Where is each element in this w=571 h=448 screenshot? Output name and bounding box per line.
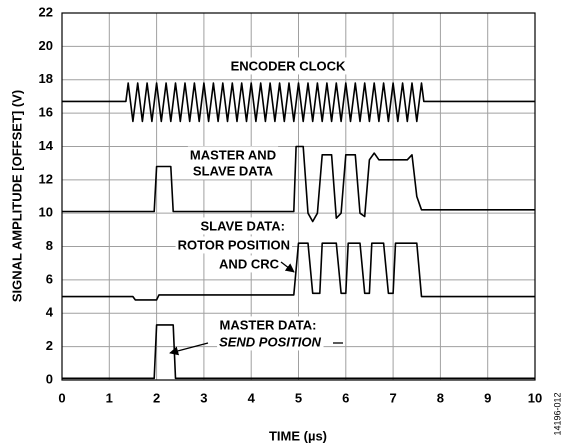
label-bg — [198, 217, 287, 235]
y-tick-label: 16 — [39, 105, 53, 120]
y-tick-label: 18 — [39, 71, 53, 86]
label-bg — [190, 162, 276, 180]
label-bg — [228, 57, 349, 75]
x-tick-label: 10 — [528, 390, 542, 405]
label-bg — [175, 236, 292, 254]
x-tick-label: 7 — [389, 390, 396, 405]
plot-frame — [61, 12, 536, 381]
y-tick-label: 14 — [39, 138, 54, 153]
x-tick-label: 4 — [248, 390, 256, 405]
annotation: SLAVE DATA: — [201, 218, 286, 233]
trace — [62, 82, 535, 123]
x-tick-label: 8 — [437, 390, 444, 405]
label-bg — [217, 316, 319, 334]
y-tick-label: 6 — [46, 271, 53, 286]
annotation: SLAVE DATA — [193, 163, 274, 178]
trace — [62, 145, 535, 223]
y-tick-label: 2 — [46, 338, 53, 353]
annotation: AND CRC — [219, 256, 280, 271]
annotation: SEND POSITION — [219, 334, 321, 349]
x-axis-label: TIME (µs) — [269, 428, 327, 443]
y-tick-label: 12 — [39, 171, 53, 186]
arrow — [169, 342, 209, 356]
x-tick-label: 9 — [484, 390, 491, 405]
y-tick-label: 20 — [39, 38, 53, 53]
x-tick-label: 6 — [342, 390, 349, 405]
y-axis-label: SIGNAL AMPLITUDE [OFFSET] (V) — [9, 90, 24, 302]
y-tick-label: 22 — [39, 4, 53, 19]
figure-id: 14196-012 — [552, 392, 562, 435]
x-tick-label: 3 — [200, 390, 207, 405]
y-tick-label: 0 — [46, 371, 53, 386]
annotation: ROTOR POSITION — [178, 237, 290, 252]
label-bg — [187, 146, 279, 164]
annotation: MASTER DATA: — [219, 317, 316, 332]
y-tick-label: 4 — [46, 305, 54, 320]
annotation: ENCODER CLOCK — [231, 58, 346, 73]
label-bg — [217, 255, 282, 273]
y-tick-label: 10 — [39, 205, 53, 220]
y-tick-label: 8 — [46, 238, 53, 253]
x-tick-label: 2 — [153, 390, 160, 405]
x-tick-label: 1 — [106, 390, 113, 405]
trace — [62, 242, 535, 301]
annotation: MASTER AND — [190, 147, 276, 162]
label-bg — [217, 333, 324, 351]
trace — [62, 324, 535, 380]
arrow — [280, 261, 295, 273]
x-tick-label: 5 — [295, 390, 302, 405]
x-tick-label: 0 — [58, 390, 65, 405]
